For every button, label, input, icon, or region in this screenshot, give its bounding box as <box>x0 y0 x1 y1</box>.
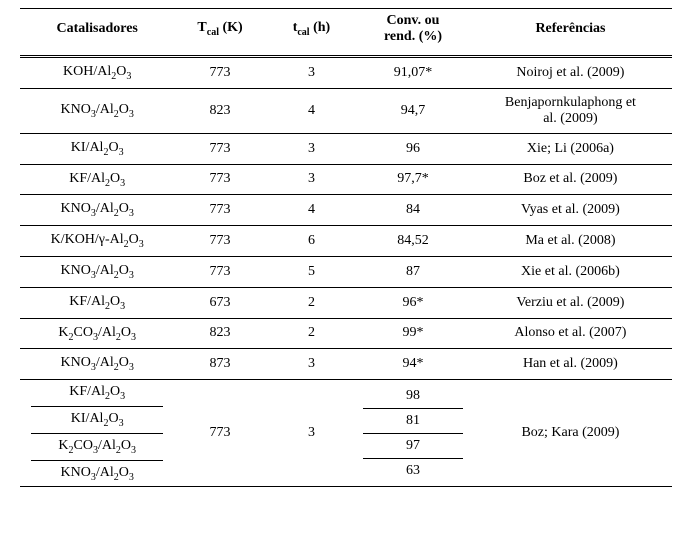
table-row: K2CO3/Al2O3 823 2 99* Alonso et al. (200… <box>20 318 672 349</box>
table-row: KNO3/Al2O3 823 4 94,7 Benjapornkulaphong… <box>20 88 672 133</box>
cell-conv: 84,52 <box>357 226 469 257</box>
cell-ref: Boz et al. (2009) <box>469 164 672 195</box>
table-row: KOH/Al2O3 773 3 91,07* Noiroj et al. (20… <box>20 57 672 89</box>
cell-ref: Noiroj et al. (2009) <box>469 57 672 89</box>
cell-conv: 99* <box>357 318 469 349</box>
cell-tcal: 673 <box>174 287 265 318</box>
cell-tcal: 773 <box>174 226 265 257</box>
cell-conv: 87 <box>357 256 469 287</box>
cell-tcal: 773 <box>174 164 265 195</box>
cell-time: 4 <box>266 88 357 133</box>
cell-conv: 96* <box>357 287 469 318</box>
cell-catalyst: K2CO3/Al2O3 <box>20 318 174 349</box>
cell-ref: Xie; Li (2006a) <box>469 133 672 164</box>
table-row: K/KOH/γ-Al2O3 773 6 84,52 Ma et al. (200… <box>20 226 672 257</box>
cell-time: 5 <box>266 256 357 287</box>
cell-time: 3 <box>266 57 357 89</box>
table-container: Catalisadores Tcal (K) tcal (h) Conv. ou… <box>0 0 692 499</box>
cell-time: 3 <box>266 133 357 164</box>
cell-catalyst: KNO3/Al2O3 <box>20 349 174 380</box>
conv-line1: Conv. ou <box>387 13 440 28</box>
table-row: KF/Al2O3 673 2 96* Verziu et al. (2009) <box>20 287 672 318</box>
tcal-sym: T <box>197 20 206 35</box>
cell-catalyst: KI/Al2O3 <box>20 133 174 164</box>
col-tcal: Tcal (K) <box>174 9 265 57</box>
cell-tcal: 773 <box>174 195 265 226</box>
cell-tcal: 873 <box>174 349 265 380</box>
table-row: KF/Al2O3 KI/Al2O3 K2CO3/Al2O3 KNO3/Al2O3… <box>20 380 672 487</box>
cell-catalyst: KNO3/Al2O3 <box>20 256 174 287</box>
cell-time: 3 <box>266 164 357 195</box>
cell-ref: Vyas et al. (2009) <box>469 195 672 226</box>
cell-catalyst-group: KF/Al2O3 KI/Al2O3 K2CO3/Al2O3 KNO3/Al2O3 <box>20 380 174 487</box>
cell-time: 2 <box>266 287 357 318</box>
cell-conv: 91,07* <box>357 57 469 89</box>
cell-time: 3 <box>266 349 357 380</box>
cell-conv-group: 98 81 97 63 <box>357 380 469 487</box>
cell-tcal: 773 <box>174 57 265 89</box>
cell-tcal: 823 <box>174 88 265 133</box>
cell-time: 4 <box>266 195 357 226</box>
cell-time-group: 3 <box>266 380 357 487</box>
cell-tcal: 773 <box>174 256 265 287</box>
tcal-sub: cal <box>207 27 219 38</box>
cell-ref: Ma et al. (2008) <box>469 226 672 257</box>
col-catalyst: Catalisadores <box>20 9 174 57</box>
tcal-unit: (K) <box>219 20 243 35</box>
cell-ref-group: Boz; Kara (2009) <box>469 380 672 487</box>
table-body: KOH/Al2O3 773 3 91,07* Noiroj et al. (20… <box>20 57 672 487</box>
cell-conv: 96 <box>357 133 469 164</box>
table-row: KF/Al2O3 773 3 97,7* Boz et al. (2009) <box>20 164 672 195</box>
table-row: KI/Al2O3 773 3 96 Xie; Li (2006a) <box>20 133 672 164</box>
cell-catalyst: KF/Al2O3 <box>20 287 174 318</box>
table-row: KNO3/Al2O3 773 5 87 Xie et al. (2006b) <box>20 256 672 287</box>
table-row: KNO3/Al2O3 773 4 84 Vyas et al. (2009) <box>20 195 672 226</box>
cell-ref: Xie et al. (2006b) <box>469 256 672 287</box>
cell-ref: Benjapornkulaphong et al. (2009) <box>469 88 672 133</box>
col-conv: Conv. ou rend. (%) <box>357 9 469 57</box>
ttime-sub: cal <box>297 27 309 38</box>
table-row: KNO3/Al2O3 873 3 94* Han et al. (2009) <box>20 349 672 380</box>
col-ref: Referências <box>469 9 672 57</box>
cell-ref: Verziu et al. (2009) <box>469 287 672 318</box>
cell-catalyst: KOH/Al2O3 <box>20 57 174 89</box>
cell-conv: 94,7 <box>357 88 469 133</box>
cell-conv: 84 <box>357 195 469 226</box>
cell-catalyst: K/KOH/γ-Al2O3 <box>20 226 174 257</box>
cell-ref: Alonso et al. (2007) <box>469 318 672 349</box>
ttime-unit: (h) <box>310 20 331 35</box>
cell-catalyst: KF/Al2O3 <box>20 164 174 195</box>
cell-catalyst: KNO3/Al2O3 <box>20 195 174 226</box>
cell-conv: 94* <box>357 349 469 380</box>
cell-conv: 97,7* <box>357 164 469 195</box>
cell-tcal-group: 773 <box>174 380 265 487</box>
conv-line2: rend. (%) <box>384 29 442 44</box>
cell-catalyst: KNO3/Al2O3 <box>20 88 174 133</box>
cell-tcal: 823 <box>174 318 265 349</box>
cell-time: 6 <box>266 226 357 257</box>
cell-time: 2 <box>266 318 357 349</box>
catalyst-table: Catalisadores Tcal (K) tcal (h) Conv. ou… <box>20 8 672 487</box>
col-time: tcal (h) <box>266 9 357 57</box>
cell-tcal: 773 <box>174 133 265 164</box>
cell-ref: Han et al. (2009) <box>469 349 672 380</box>
header-row: Catalisadores Tcal (K) tcal (h) Conv. ou… <box>20 9 672 57</box>
